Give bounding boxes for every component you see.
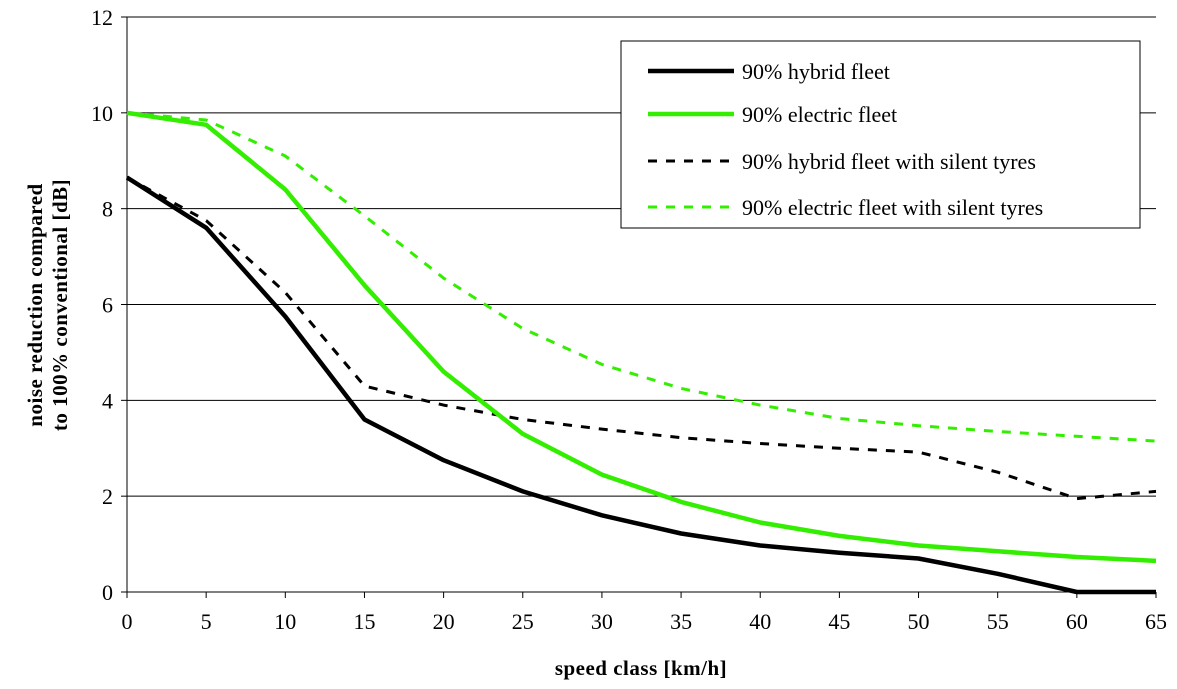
legend-label-1: 90% hybrid fleet [742,59,890,84]
series-line-2 [126,110,1157,564]
y-tick-label: 8 [102,197,113,222]
series-line-3 [126,176,1157,501]
y-tick-label: 10 [91,101,113,126]
x-axis-label: speed class [km/h] [555,656,727,680]
x-tick-label: 30 [591,609,613,634]
legend: 90% hybrid fleet 90% electric fleet 90% hy… [620,40,1141,229]
y-tick-label: 2 [102,484,113,509]
legend-label-2: 90% electric fleet [742,102,897,127]
y-tick-label: 4 [102,388,113,413]
x-tick-label: 65 [1145,609,1167,634]
x-tick-labels: 0 5 10 15 20 25 30 35 40 45 50 55 60 65 [122,609,1168,634]
y-tick-label: 0 [102,580,113,605]
y-tick-labels: 0 2 4 6 8 10 12 [91,5,113,605]
series-line-1 [125,175,1156,595]
x-tick-label: 60 [1066,609,1088,634]
x-tick-label: 20 [433,609,455,634]
y-tick-label: 6 [102,293,113,318]
y-tick-label: 12 [91,5,113,30]
x-tick-label: 40 [749,609,771,634]
x-tick-label: 35 [670,609,692,634]
x-tick-label: 10 [274,609,296,634]
legend-label-3: 90% hybrid fleet with silent tyres [742,149,1036,174]
x-tick-label: 45 [828,609,850,634]
x-tick-label: 55 [987,609,1009,634]
x-tick-label: 25 [512,609,534,634]
x-tick-label: 50 [908,609,930,634]
x-tick-label: 15 [353,609,375,634]
legend-label-4: 90% electric fleet with silent tyres [742,195,1043,220]
y-axis-label-line-2: to 100% conventional [dB] [48,179,72,431]
series-line-4 [126,111,1157,443]
y-axis-label-line-1: noise reduction compared [23,183,47,426]
x-tick-label: 0 [122,609,133,634]
x-tick-label: 5 [201,609,212,634]
series-lines [125,110,1157,595]
